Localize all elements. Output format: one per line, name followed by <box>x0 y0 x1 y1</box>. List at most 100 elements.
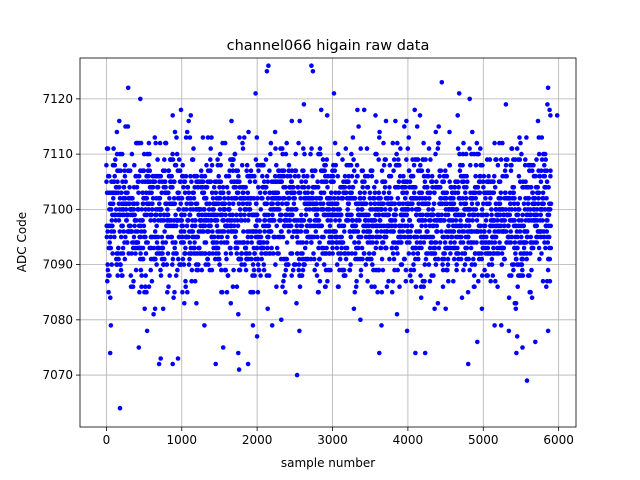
data-point <box>210 229 215 234</box>
data-point <box>540 218 545 223</box>
data-point <box>539 135 545 140</box>
data-point <box>237 135 242 140</box>
data-point <box>413 350 418 356</box>
data-point <box>316 218 322 223</box>
data-point <box>397 201 403 207</box>
data-point <box>272 129 278 135</box>
data-point <box>483 196 488 201</box>
data-point <box>477 190 483 196</box>
y-tick-label: 7090 <box>42 258 73 272</box>
data-point <box>359 245 365 251</box>
data-point <box>520 273 526 278</box>
data-point <box>414 234 420 240</box>
data-point <box>179 196 185 201</box>
data-point <box>406 135 412 140</box>
data-point <box>202 223 208 229</box>
data-point <box>136 173 142 179</box>
data-point <box>541 234 547 240</box>
data-point <box>245 361 251 367</box>
data-point <box>533 339 538 345</box>
data-point <box>502 168 508 173</box>
data-point <box>250 262 256 267</box>
data-point <box>384 284 390 290</box>
data-point <box>123 179 128 184</box>
data-point <box>404 328 410 334</box>
data-point <box>355 107 360 113</box>
data-point <box>357 218 362 223</box>
data-point <box>276 251 281 256</box>
data-point <box>496 251 501 256</box>
data-point <box>316 245 321 251</box>
data-point <box>314 212 320 218</box>
data-point <box>108 295 113 301</box>
data-point <box>261 240 267 245</box>
data-point <box>459 234 464 240</box>
data-point <box>197 245 202 251</box>
data-point <box>209 218 214 223</box>
data-point <box>304 240 309 245</box>
data-point <box>436 124 442 129</box>
data-point <box>255 196 260 201</box>
data-point <box>132 223 137 229</box>
data-point <box>254 212 260 218</box>
data-point <box>411 162 417 168</box>
data-point <box>194 301 199 306</box>
data-point <box>492 185 498 190</box>
data-point <box>148 267 153 273</box>
data-point <box>525 234 530 240</box>
data-point <box>432 245 438 251</box>
data-point <box>413 185 418 190</box>
data-point <box>138 251 143 256</box>
data-point <box>136 190 141 196</box>
data-point <box>149 278 155 284</box>
x-axis-label: sample number <box>281 456 375 470</box>
data-point <box>387 162 393 168</box>
data-point <box>475 339 480 345</box>
data-point <box>172 201 178 207</box>
data-point <box>528 212 534 218</box>
data-point <box>208 168 213 173</box>
data-point <box>372 284 377 290</box>
y-tick-label: 7100 <box>42 202 73 216</box>
data-point <box>423 157 428 162</box>
data-point <box>137 289 142 295</box>
data-point <box>124 218 129 223</box>
data-point <box>207 251 212 256</box>
data-point <box>388 173 394 179</box>
data-point <box>525 201 531 207</box>
data-point <box>159 190 164 196</box>
data-point <box>107 350 113 356</box>
data-point <box>519 151 524 157</box>
data-point <box>288 223 294 229</box>
data-point <box>439 80 445 85</box>
data-point <box>506 295 512 301</box>
data-point <box>345 218 351 223</box>
data-point <box>347 229 353 234</box>
data-point <box>286 262 291 267</box>
data-point <box>266 234 271 240</box>
data-point <box>511 267 516 273</box>
data-point <box>453 218 459 223</box>
data-point <box>203 251 208 256</box>
data-point <box>352 289 358 295</box>
data-point <box>128 273 134 278</box>
data-point <box>306 185 311 190</box>
data-point <box>368 201 374 207</box>
data-point <box>104 234 110 240</box>
data-point <box>351 168 357 173</box>
data-point <box>497 179 503 184</box>
data-point <box>188 113 194 118</box>
data-point <box>502 218 508 223</box>
data-point <box>509 234 515 240</box>
data-point <box>515 284 520 290</box>
data-point <box>523 179 528 184</box>
data-point <box>183 278 188 284</box>
data-point <box>343 190 349 196</box>
data-point <box>122 256 128 262</box>
data-point <box>347 185 352 190</box>
data-point <box>297 284 303 290</box>
data-point <box>474 218 480 223</box>
data-point <box>421 240 427 245</box>
data-point <box>170 185 175 190</box>
data-point <box>406 168 412 173</box>
